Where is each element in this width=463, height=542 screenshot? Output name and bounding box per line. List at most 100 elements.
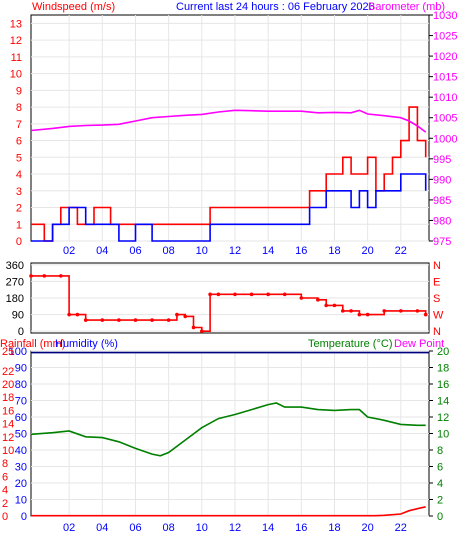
windspeed-tick-label: 2 (16, 203, 22, 215)
temp-x-tick-label: 16 (295, 522, 307, 534)
windspeed-tick-label: 13 (10, 18, 22, 30)
temperature-tick-label: 2 (437, 495, 443, 507)
rainfall-tick-label: 0 (2, 511, 8, 523)
temperature-series-line (30, 402, 426, 457)
compass-tick-label: N (433, 326, 441, 338)
windspeed-tick-label: 12 (10, 35, 22, 47)
windspeed-tick-label: 8 (16, 102, 22, 114)
temp-x-tick-label: 14 (262, 522, 274, 534)
rainfall-tick-label: 18 (2, 392, 14, 404)
barometer-tick-label: 980 (433, 215, 451, 227)
temperature-tick-label: 14 (437, 396, 449, 408)
direction-series-trace (31, 275, 427, 332)
dewpoint-axis-title: Dew Point (394, 338, 444, 350)
humidity-tick-label: 70 (15, 396, 27, 408)
chart-title: Current last 24 hours : 06 February 2026 (176, 1, 375, 13)
direction-tick-label: 180 (6, 293, 24, 305)
barometer-tick-label: 1030 (433, 10, 457, 22)
rainfall-tick-label: 20 (2, 379, 14, 391)
rainfall-tick-label: 4 (2, 485, 8, 497)
wind-x-tick-label: 22 (395, 245, 407, 257)
humidity-tick-label: 40 (15, 445, 27, 457)
temp-x-tick-label: 10 (196, 522, 208, 534)
humidity-tick-label: 20 (15, 478, 27, 490)
windspeed-tick-label: 3 (16, 186, 22, 198)
rainfall-tick-label: 10 (2, 445, 14, 457)
rainfall-tick-label: 22 (2, 366, 14, 378)
temperature-tick-label: 12 (437, 412, 449, 424)
humidity-axis-title: Humidity (%) (55, 338, 118, 350)
compass-tick-label: W (433, 310, 444, 322)
barometer-tick-label: 990 (433, 174, 451, 186)
compass-tick-label: N (433, 260, 441, 272)
windspeed-tick-label: 7 (16, 119, 22, 131)
avg-wind-series-line (31, 173, 427, 242)
barometer-tick-label: 1000 (433, 133, 457, 145)
humidity-tick-label: 100 (9, 346, 27, 358)
windspeed-tick-label: 5 (16, 152, 22, 164)
temperature-tick-label: 6 (437, 462, 443, 474)
temp-x-tick-label: 22 (395, 522, 407, 534)
wind-x-tick-label: 02 (63, 245, 75, 257)
rainfall-axis-title: Rainfall (mm) (0, 338, 65, 350)
windspeed-tick-label: 6 (16, 136, 22, 148)
humidity-tick-label: 90 (15, 363, 27, 375)
barometer-tick-label: 985 (433, 195, 451, 207)
rainfall-series-line (31, 506, 426, 517)
direction-tick-label: 90 (12, 310, 24, 322)
humidity-tick-label: 80 (15, 379, 27, 391)
barometer-axis-title: Barometer (mb) (368, 1, 445, 13)
wind-x-tick-label: 20 (362, 245, 374, 257)
wind-x-tick-label: 16 (295, 245, 307, 257)
wind-x-tick-label: 06 (129, 245, 141, 257)
rainfall-tick-label: 2 (2, 498, 8, 510)
barometer-tick-label: 1020 (433, 51, 457, 63)
barometer-tick-label: 1025 (433, 31, 457, 43)
compass-tick-label: S (433, 293, 440, 305)
temp-x-tick-label: 18 (328, 522, 340, 534)
temperature-tick-label: 4 (437, 478, 443, 490)
windspeed-tick-label: 9 (16, 85, 22, 97)
temperature-tick-label: 20 (437, 346, 449, 358)
temperature-axis-title: Temperature (°C) (308, 338, 392, 350)
windspeed-axis-title: Windspeed (m/s) (32, 1, 115, 13)
wind-x-tick-label: 18 (328, 245, 340, 257)
direction-tick-label: 0 (18, 326, 24, 338)
windspeed-tick-label: 4 (16, 169, 22, 181)
windspeed-tick-label: 0 (16, 236, 22, 248)
temp-x-tick-label: 02 (63, 522, 75, 534)
wind-x-tick-label: 10 (196, 245, 208, 257)
grid-layer (31, 15, 429, 517)
humidity-tick-label: 10 (15, 495, 27, 507)
wind-x-tick-label: 12 (229, 245, 241, 257)
tick-layer: 0123456789101112139759809859909951000100… (2, 10, 457, 534)
humidity-tick-label: 0 (21, 511, 27, 523)
barometer-tick-label: 1010 (433, 92, 457, 104)
temp-x-tick-label: 06 (129, 522, 141, 534)
temperature-tick-label: 8 (437, 445, 443, 457)
wind-x-tick-label: 04 (96, 245, 108, 257)
rainfall-tick-label: 8 (2, 458, 8, 470)
humidity-tick-label: 60 (15, 412, 27, 424)
barometer-tick-label: 1015 (433, 72, 457, 84)
barometer-series-line (30, 109, 427, 133)
temperature-tick-label: 16 (437, 379, 449, 391)
temperature-tick-label: 0 (437, 511, 443, 523)
barometer-tick-label: 995 (433, 154, 451, 166)
rainfall-tick-label: 16 (2, 405, 14, 417)
temp-x-tick-label: 08 (163, 522, 175, 534)
humidity-tick-label: 30 (15, 462, 27, 474)
temperature-tick-label: 18 (437, 363, 449, 375)
direction-tick-label: 360 (6, 260, 24, 272)
barometer-tick-label: 975 (433, 236, 451, 248)
rainfall-tick-label: 6 (2, 471, 8, 483)
temperature-tick-label: 10 (437, 429, 449, 441)
barometer-tick-label: 1005 (433, 113, 457, 125)
windspeed-tick-label: 11 (11, 52, 22, 64)
windspeed-tick-label: 1 (16, 219, 22, 231)
temp-x-tick-label: 20 (362, 522, 374, 534)
series-layer (29, 106, 429, 517)
direction-tick-label: 270 (6, 276, 24, 288)
windspeed-tick-label: 10 (10, 69, 22, 81)
